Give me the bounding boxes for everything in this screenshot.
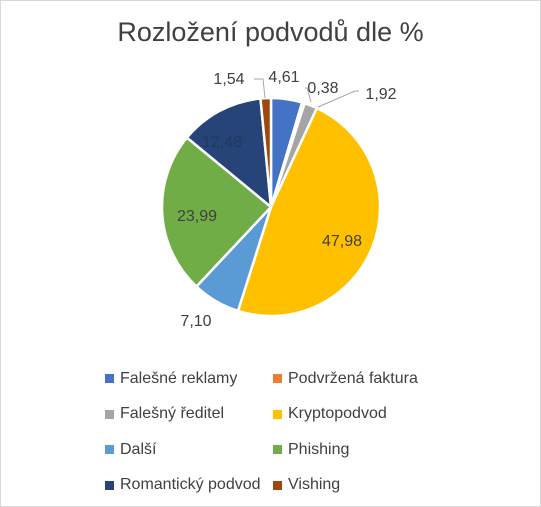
- data-label-5: 7,10: [180, 313, 211, 330]
- leader-line-2: [305, 87, 312, 103]
- data-label-7: 12,48: [202, 134, 242, 151]
- legend-item-4: Kryptopodvod: [273, 397, 449, 433]
- legend-item-5: Další: [105, 432, 273, 468]
- legend-label: Romantický podvod: [120, 476, 261, 494]
- legend-label: Falešný ředitel: [120, 405, 225, 423]
- legend-swatch: [105, 445, 114, 455]
- legend-label: Podvržená faktura: [288, 369, 418, 387]
- legend-item-7: Romantický podvod: [105, 468, 273, 504]
- legend-label: Další: [120, 440, 157, 458]
- legend-item-1: Falešné reklamy: [105, 361, 273, 397]
- legend-swatch: [105, 409, 114, 419]
- pie-chart: 4,61 0,38 1,92 47,98 7,10 23,99 12,48 1,54: [160, 69, 397, 330]
- data-label-6: 23,99: [177, 208, 217, 225]
- pie-slice-4: [236, 106, 382, 318]
- legend-label: Vishing: [288, 476, 341, 494]
- legend-swatch: [273, 445, 282, 455]
- pie-slice-6: [160, 136, 273, 288]
- legend-swatch: [273, 409, 282, 419]
- data-label-3: 1,92: [365, 86, 396, 103]
- pie-slice-8: [259, 96, 273, 209]
- legend-label: Kryptopodvod: [288, 405, 387, 423]
- legend-swatch: [273, 374, 282, 384]
- legend: Falešné reklamy Podvržená faktura Falešný …: [105, 361, 465, 503]
- data-label-4: 47,98: [322, 233, 362, 250]
- leader-line-3: [317, 90, 359, 108]
- pie-slice-7: [185, 97, 273, 209]
- leader-line-8: [254, 78, 266, 99]
- legend-item-8: Vishing: [273, 468, 449, 504]
- legend-item-2: Podvržená faktura: [273, 361, 449, 397]
- legend-swatch: [273, 480, 282, 490]
- legend-label: Falešné reklamy: [120, 369, 238, 387]
- legend-swatch: [105, 480, 114, 490]
- data-label-1: 4,61: [268, 69, 299, 86]
- data-label-8: 1,54: [213, 71, 244, 88]
- chart-title: Rozložení podvodů dle %: [117, 17, 424, 47]
- legend-swatch: [105, 374, 114, 384]
- data-label-2: 0,38: [307, 80, 338, 97]
- legend-item-6: Phishing: [273, 432, 449, 468]
- legend-label: Phishing: [288, 440, 350, 458]
- legend-item-3: Falešný ředitel: [105, 397, 273, 433]
